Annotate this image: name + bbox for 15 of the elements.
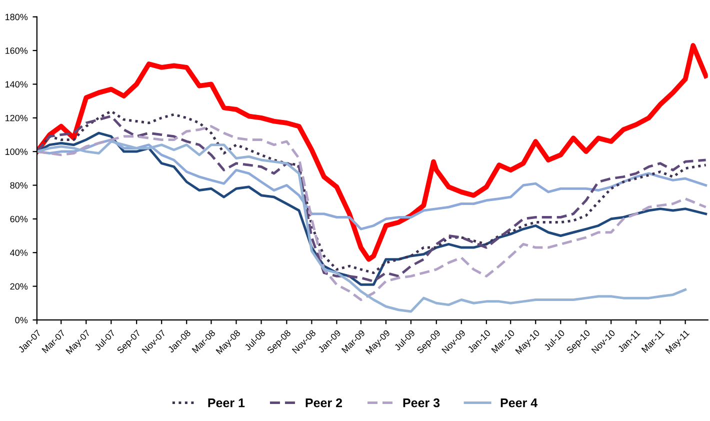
y-tick-label: 80% <box>10 182 28 189</box>
y-tick-label: 120% <box>5 114 28 122</box>
y-tick-label: 180% <box>5 14 28 20</box>
legend-label: Peer 3 <box>403 398 440 408</box>
y-tick-label: 160% <box>5 47 28 54</box>
y-tick-label: 40% <box>10 250 28 256</box>
line-series <box>36 43 708 262</box>
y-tick-label: 0% <box>15 316 28 324</box>
y-tick-label: 140% <box>5 81 28 88</box>
y-tick-label: 100% <box>5 148 28 155</box>
legend-label: Peer 2 <box>306 398 342 408</box>
legend-label: Peer 1 <box>208 398 245 408</box>
legend-label: Peer 4 <box>500 398 538 408</box>
y-tick-label: 20% <box>10 283 28 290</box>
y-tick-label: 60% <box>10 216 28 222</box>
